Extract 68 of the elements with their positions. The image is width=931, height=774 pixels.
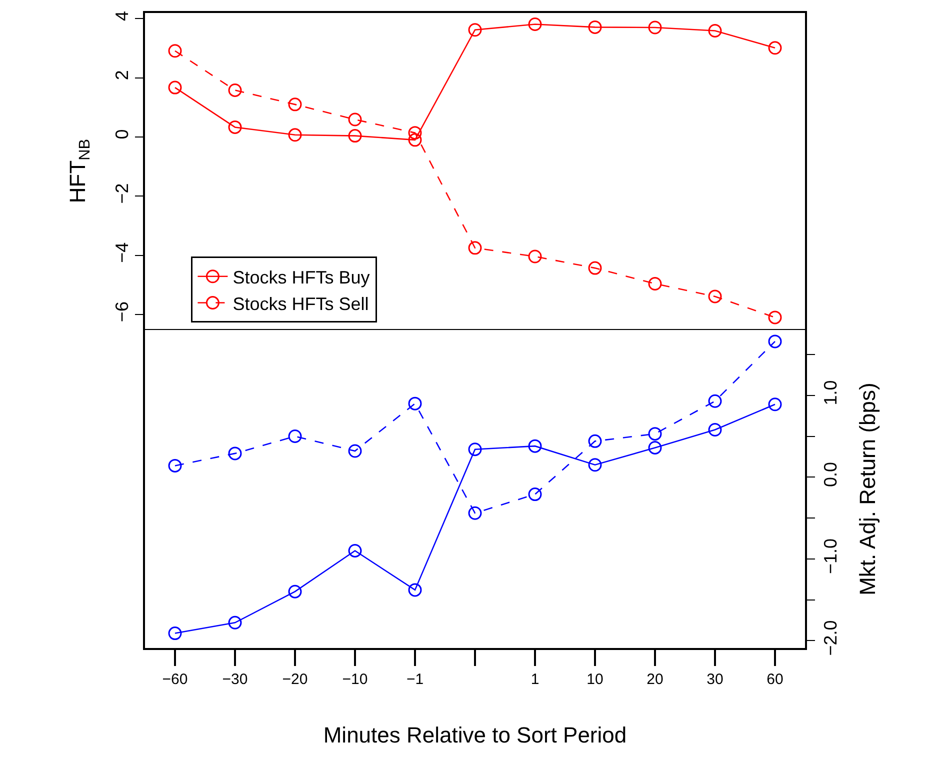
point — [168, 80, 182, 94]
point — [648, 427, 662, 441]
point — [228, 616, 242, 630]
point — [468, 442, 482, 456]
point — [528, 17, 542, 31]
point — [708, 24, 722, 38]
point — [228, 446, 242, 460]
y2-tick-label: −2.0 — [820, 620, 841, 656]
x-tick-label: −20 — [282, 671, 308, 688]
point — [288, 430, 302, 444]
point — [348, 444, 362, 458]
x-tick-label: 60 — [766, 671, 784, 688]
x-tick-label: −10 — [342, 671, 368, 688]
x-tick-label: 20 — [646, 671, 664, 688]
y-tick-label: 4 — [112, 10, 132, 21]
y2-tick-label: 1.0 — [820, 380, 841, 406]
point — [168, 626, 182, 640]
point — [528, 250, 542, 264]
point — [468, 23, 482, 37]
x-tick-label: 30 — [706, 671, 724, 688]
point — [648, 276, 662, 290]
point — [768, 41, 782, 55]
point — [228, 83, 242, 97]
x-tick-label: −30 — [222, 671, 248, 688]
y-tick-label: 2 — [112, 70, 132, 80]
point — [588, 261, 602, 275]
x-tick-label: 10 — [586, 671, 604, 688]
point — [768, 310, 782, 324]
point — [588, 434, 602, 448]
point — [468, 506, 482, 520]
y-tick-label: −2 — [112, 183, 132, 204]
point — [528, 439, 542, 453]
point — [648, 440, 662, 454]
point — [468, 241, 482, 255]
point — [408, 396, 422, 410]
point — [408, 126, 422, 140]
point — [588, 458, 602, 472]
point — [648, 20, 662, 34]
y2-tick-label: −1.0 — [820, 538, 841, 574]
point — [708, 394, 722, 408]
point — [768, 398, 782, 412]
x-axis-title: Minutes Relative to Sort Period — [323, 722, 627, 748]
point — [588, 20, 602, 34]
point — [708, 290, 722, 304]
legend-label: Stocks HFTs Sell — [232, 294, 369, 314]
point — [288, 128, 302, 142]
y-tick-label: 0 — [112, 129, 132, 140]
x-tick-label: −60 — [162, 671, 188, 688]
point — [288, 98, 302, 112]
point — [408, 133, 422, 147]
y2-tick-label: 0.0 — [820, 462, 841, 487]
x-tick-label: −1 — [406, 671, 424, 688]
legend-label: Stocks HFTs Buy — [232, 267, 370, 288]
x-tick-label: 1 — [530, 671, 540, 688]
point — [768, 334, 782, 348]
point — [348, 129, 362, 143]
point — [168, 458, 182, 472]
point — [228, 120, 242, 134]
point — [408, 583, 422, 597]
point — [528, 488, 542, 502]
point — [348, 112, 362, 126]
y2-axis-title: Mkt. Adj. Return (bps) — [855, 382, 880, 596]
y-tick-label: −4 — [112, 242, 132, 263]
point — [168, 44, 182, 58]
point — [708, 422, 722, 436]
y-tick-label: −6 — [112, 302, 132, 322]
point — [348, 544, 362, 558]
point — [288, 584, 302, 598]
